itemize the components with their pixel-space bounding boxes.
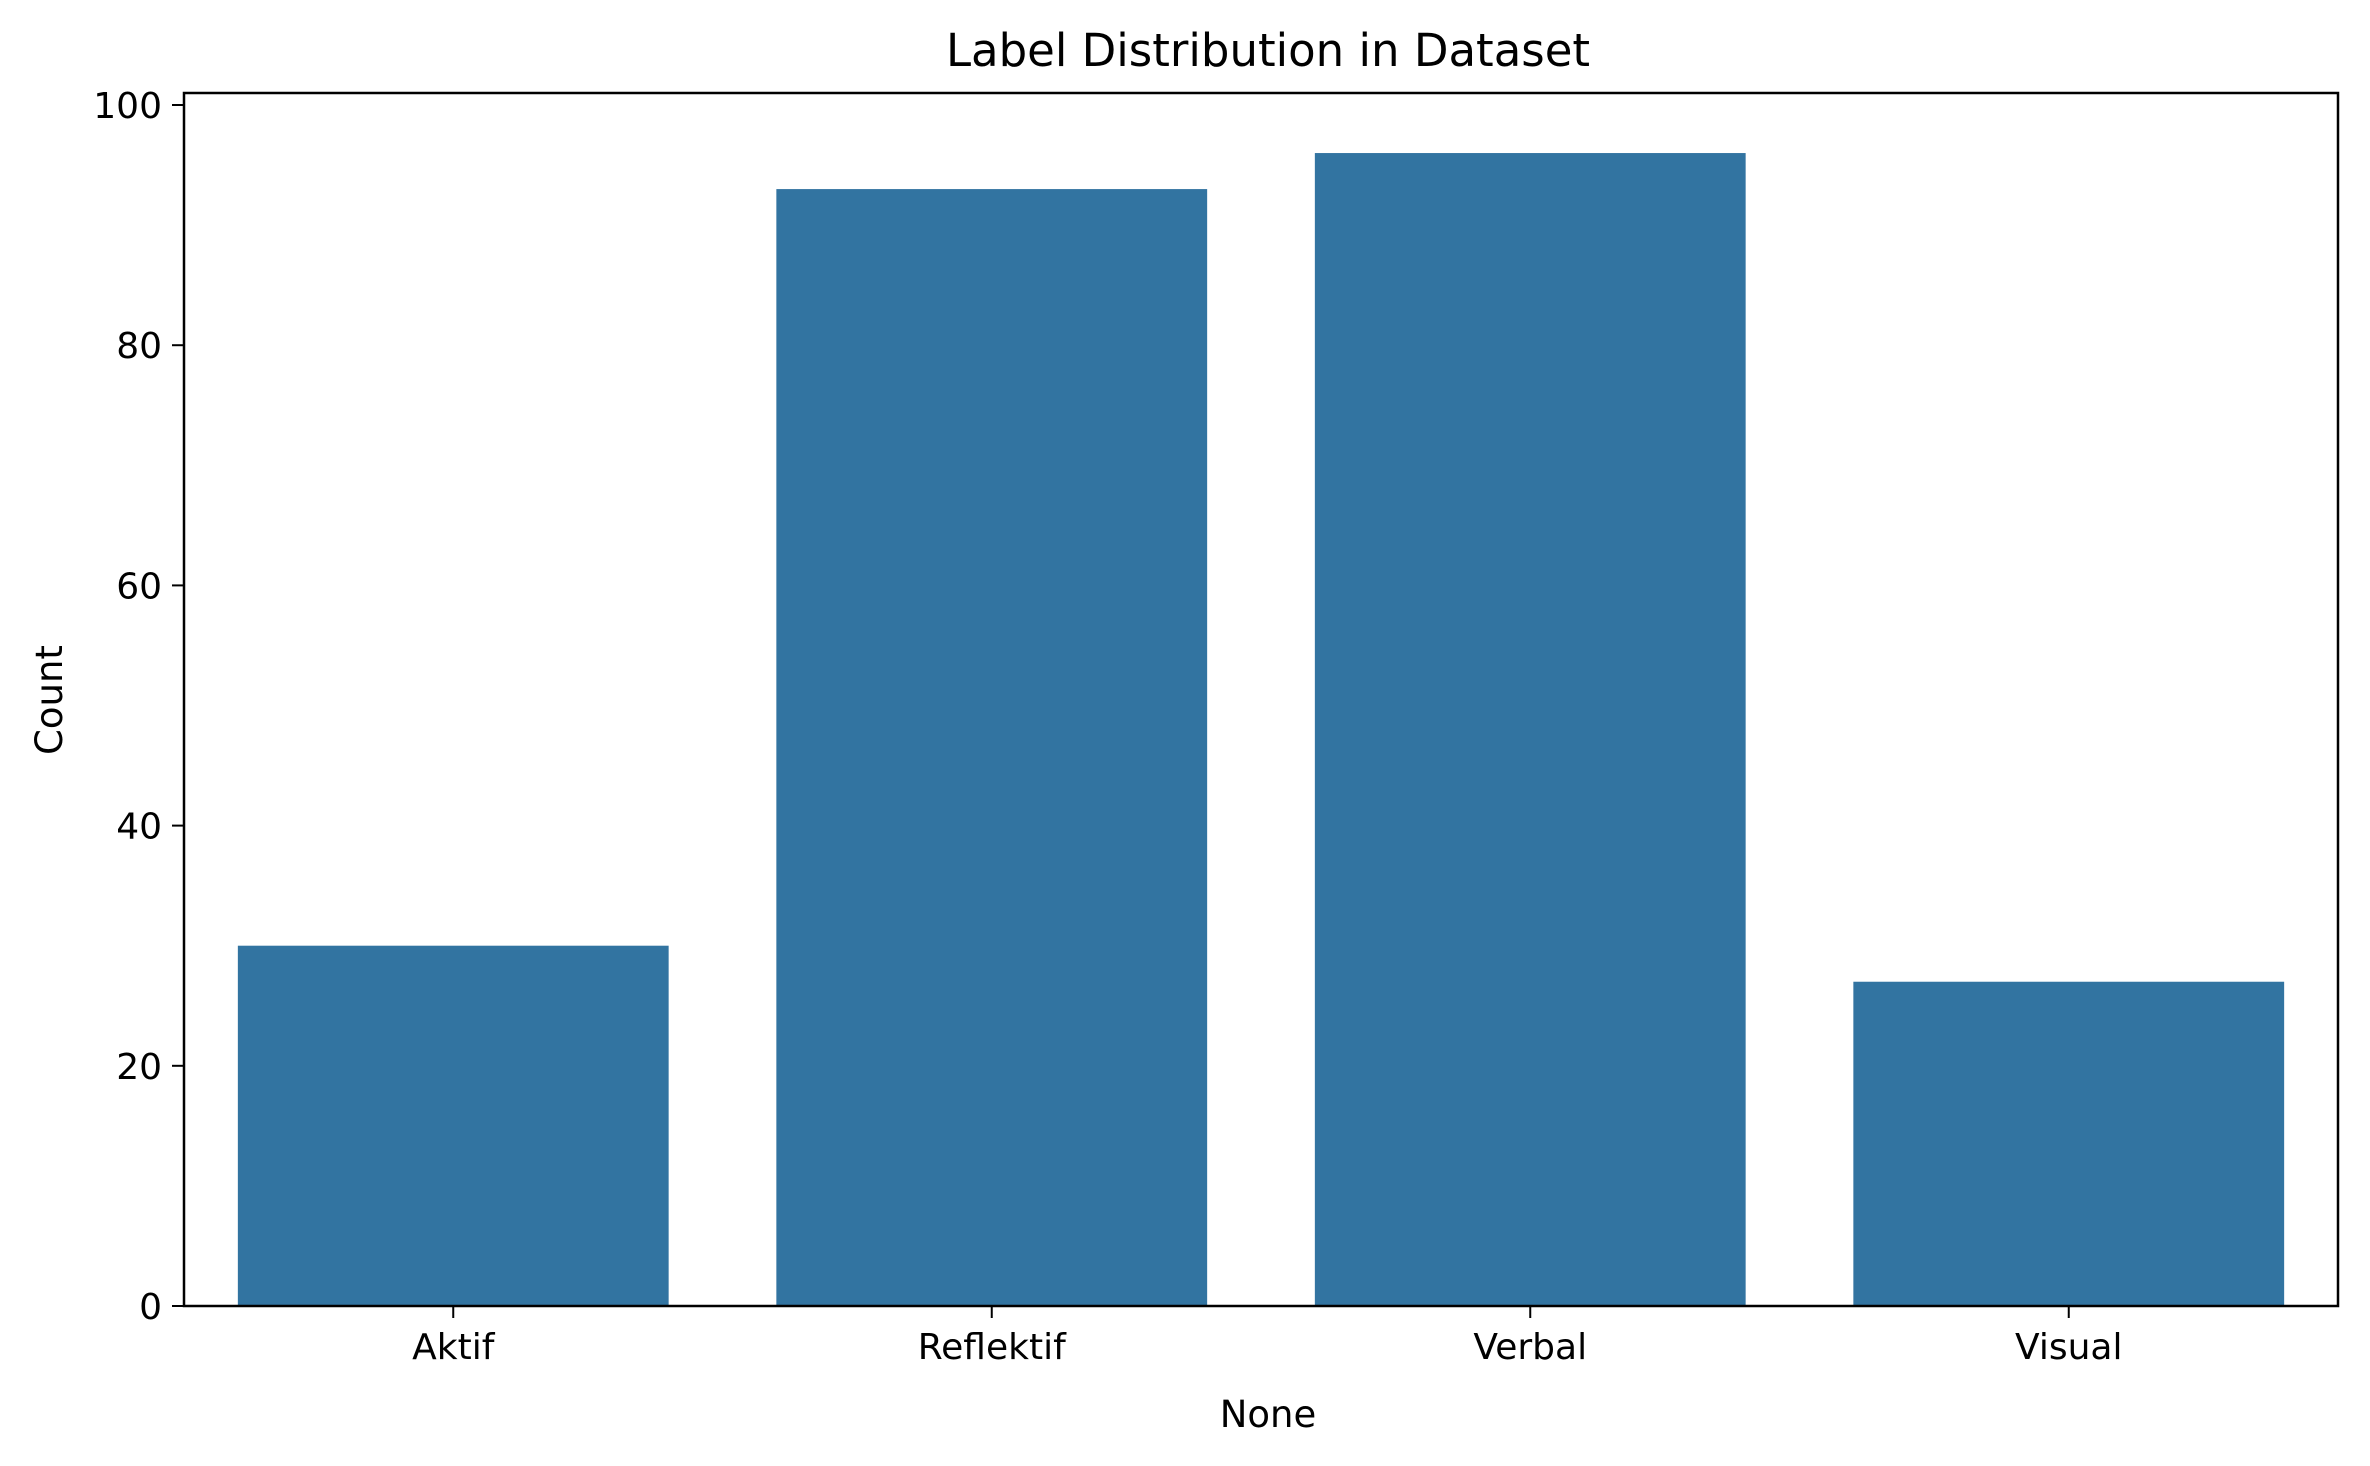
y-tick-label: 0: [139, 1287, 162, 1328]
chart-title: Label Distribution in Dataset: [946, 24, 1590, 77]
x-tick-label: Reflektif: [918, 1327, 1067, 1368]
x-tick-label: Aktif: [412, 1327, 496, 1368]
y-tick-label: 60: [116, 566, 162, 607]
x-tick-label: Visual: [2015, 1327, 2122, 1368]
bar-visual: [1853, 981, 2285, 1306]
x-axis-label: None: [1220, 1393, 1317, 1436]
y-axis-label: Count: [28, 645, 71, 755]
bar-verbal: [1314, 153, 1746, 1306]
y-tick-label: 100: [93, 86, 162, 127]
y-tick-label: 20: [116, 1047, 162, 1088]
bar-aktif: [237, 945, 669, 1306]
bar-group: [237, 153, 2285, 1306]
y-tick-label: 80: [116, 326, 162, 367]
x-axis-ticks: Aktif Reflektif Verbal Visual: [412, 1306, 2122, 1368]
plot-frame: [182, 91, 2340, 1308]
y-axis-ticks: 0 20 40 60 80 100: [93, 86, 184, 1328]
bar-reflektif: [776, 189, 1208, 1306]
y-tick-label: 40: [116, 807, 162, 848]
x-tick-label: Verbal: [1473, 1327, 1587, 1368]
